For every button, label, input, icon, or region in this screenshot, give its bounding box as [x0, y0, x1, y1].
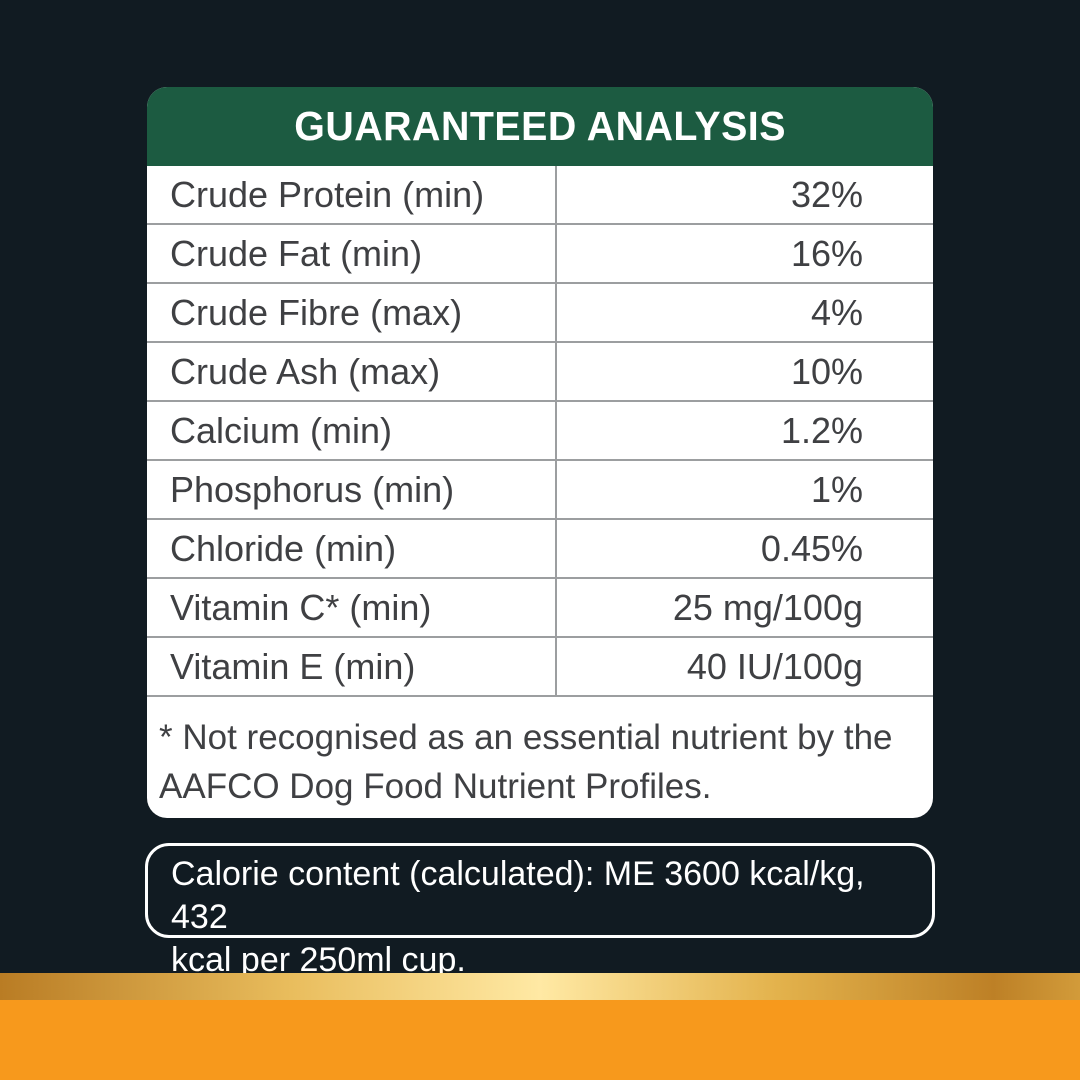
footnote-line: * Not recognised as an essential nutrien…: [159, 718, 893, 757]
nutrient-label: Vitamin E (min): [147, 638, 557, 695]
nutrient-label: Calcium (min): [147, 402, 557, 459]
nutrient-value: 1.2%: [780, 409, 863, 451]
table-row: Phosphorus (min) 1%: [147, 461, 933, 520]
nutrient-label: Crude Protein (min): [147, 166, 557, 223]
calorie-content-box: Calorie content (calculated): ME 3600 kc…: [145, 843, 935, 979]
gold-accent-stripe: [0, 973, 1080, 1000]
nutrient-value: 1%: [810, 468, 863, 510]
nutrient-value: 16%: [790, 232, 863, 274]
footnote-line: AAFCO Dog Food Nutrient Profiles.: [159, 767, 712, 806]
nutrient-label: Phosphorus (min): [147, 461, 557, 518]
nutrient-label: Crude Fat (min): [147, 225, 557, 282]
nutrient-value: 25 mg/100g: [672, 586, 863, 628]
table-row: Chloride (min) 0.45%: [147, 520, 933, 579]
calorie-line: kcal per 250ml cup.: [171, 941, 466, 979]
table-row: Vitamin E (min) 40 IU/100g: [147, 638, 933, 697]
nutrient-label: Crude Ash (max): [147, 343, 557, 400]
nutrient-value: 40 IU/100g: [686, 645, 863, 687]
guaranteed-analysis-card: GUARANTEED ANALYSIS Crude Protein (min) …: [147, 87, 933, 818]
nutrient-value: 0.45%: [760, 527, 863, 569]
nutrient-value: 10%: [790, 350, 863, 392]
table-row: Crude Protein (min) 32%: [147, 166, 933, 225]
nutrient-label: Vitamin C* (min): [147, 579, 557, 636]
nutrient-label: Crude Fibre (max): [147, 284, 557, 341]
card-title: GUARANTEED ANALYSIS: [294, 103, 786, 149]
table-row: Calcium (min) 1.2%: [147, 402, 933, 461]
table-row: Crude Ash (max) 10%: [147, 343, 933, 402]
nutrient-value: 4%: [810, 291, 863, 333]
aafco-footnote: * Not recognised as an essential nutrien…: [147, 697, 933, 811]
table-row: Crude Fibre (max) 4%: [147, 284, 933, 343]
table-row: Vitamin C* (min) 25 mg/100g: [147, 579, 933, 638]
card-header: GUARANTEED ANALYSIS: [147, 87, 933, 166]
calorie-line: Calorie content (calculated): ME 3600 kc…: [171, 855, 865, 936]
nutrient-table: Crude Protein (min) 32% Crude Fat (min) …: [147, 166, 933, 697]
nutrient-label: Chloride (min): [147, 520, 557, 577]
table-row: Crude Fat (min) 16%: [147, 225, 933, 284]
orange-footer-band: [0, 1000, 1080, 1080]
nutrient-value: 32%: [790, 173, 863, 215]
